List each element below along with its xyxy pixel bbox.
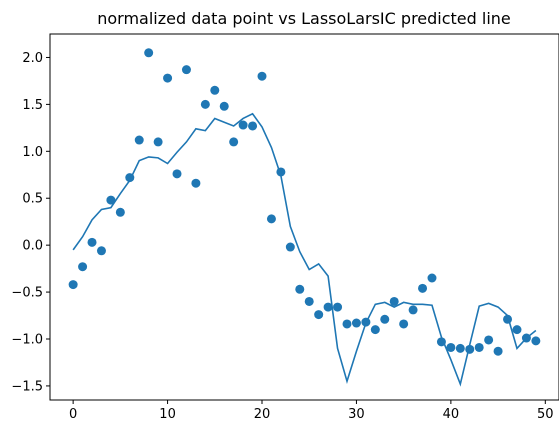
- data-point: [418, 284, 427, 293]
- data-point: [220, 102, 229, 111]
- data-point: [409, 305, 418, 314]
- data-point: [182, 65, 191, 74]
- y-tick-label: 1.5: [22, 98, 43, 113]
- data-point: [239, 121, 248, 130]
- data-point: [427, 274, 436, 283]
- data-point: [116, 208, 125, 217]
- data-point: [154, 137, 163, 146]
- data-point: [343, 319, 352, 328]
- plot-area: [69, 48, 541, 384]
- data-point: [229, 137, 238, 146]
- data-point: [456, 344, 465, 353]
- data-point: [437, 337, 446, 346]
- data-point: [295, 285, 304, 294]
- data-point: [333, 303, 342, 312]
- data-point: [512, 325, 521, 334]
- x-tick-label: 0: [69, 407, 77, 422]
- y-tick-label: 0.5: [22, 192, 43, 207]
- data-point: [88, 238, 97, 247]
- data-point: [248, 121, 257, 130]
- data-point: [380, 315, 389, 324]
- y-tick-label: −0.5: [11, 286, 43, 301]
- data-point: [399, 319, 408, 328]
- data-point: [135, 136, 144, 145]
- y-tick-label: 2.0: [22, 51, 43, 66]
- data-point: [371, 325, 380, 334]
- data-point: [522, 334, 531, 343]
- y-tick-label: 1.0: [22, 145, 43, 160]
- data-point: [475, 343, 484, 352]
- data-point: [125, 173, 134, 182]
- x-tick-label: 50: [537, 407, 554, 422]
- data-point: [191, 179, 200, 188]
- data-point: [258, 72, 267, 81]
- data-point: [465, 345, 474, 354]
- data-point: [173, 169, 182, 178]
- x-axis: 0 10 20 30 40 50: [69, 400, 554, 422]
- data-point: [390, 297, 399, 306]
- data-point: [503, 315, 512, 324]
- data-point: [531, 336, 540, 345]
- y-tick-label: −1.5: [11, 379, 43, 394]
- y-axis: −1.5 −1.0 −0.5 0.0 0.5 1.0 1.5 2.0: [11, 51, 50, 394]
- data-point: [314, 310, 323, 319]
- data-point: [106, 196, 115, 205]
- data-point: [286, 243, 295, 252]
- x-tick-label: 40: [443, 407, 460, 422]
- y-tick-label: −1.0: [11, 333, 43, 348]
- data-point: [267, 214, 276, 223]
- data-point: [97, 246, 106, 255]
- data-point: [305, 297, 314, 306]
- data-point: [210, 86, 219, 95]
- x-tick-label: 10: [159, 407, 176, 422]
- data-point: [324, 303, 333, 312]
- data-point: [163, 74, 172, 83]
- data-point: [276, 167, 285, 176]
- data-point: [361, 318, 370, 327]
- x-tick-label: 20: [254, 407, 271, 422]
- data-point: [484, 335, 493, 344]
- data-point: [144, 48, 153, 57]
- predicted-line: [73, 114, 536, 384]
- data-point: [78, 262, 87, 271]
- x-tick-label: 30: [348, 407, 365, 422]
- data-point: [69, 280, 78, 289]
- chart-title: normalized data point vs LassoLarsIC pre…: [97, 9, 511, 28]
- y-tick-label: 0.0: [22, 239, 43, 254]
- data-point: [201, 100, 210, 109]
- data-point: [446, 343, 455, 352]
- data-point: [494, 347, 503, 356]
- data-point: [352, 319, 361, 328]
